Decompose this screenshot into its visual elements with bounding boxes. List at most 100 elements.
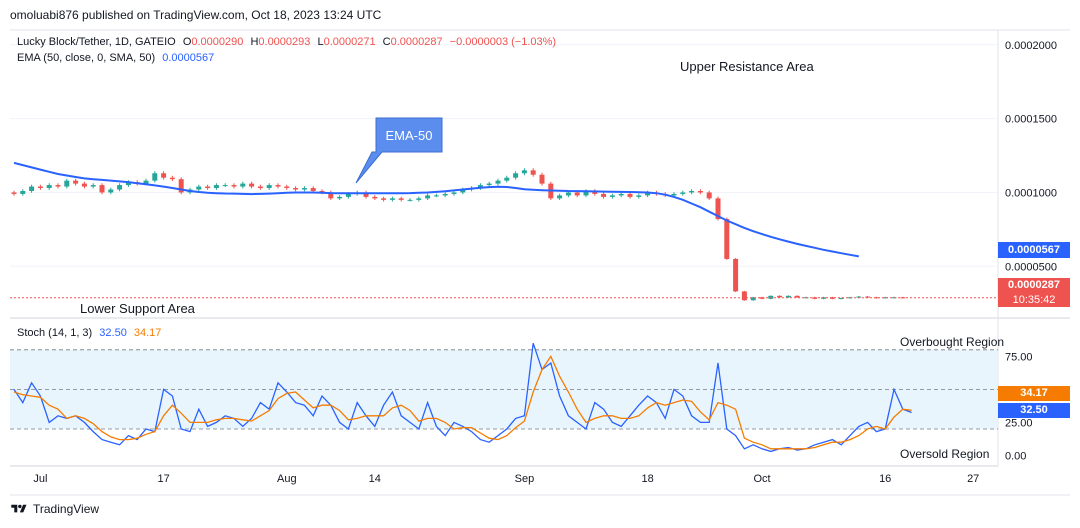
candle-body [486, 183, 492, 186]
stoch-k-value: 32.50 [99, 327, 127, 339]
candle-body [530, 170, 536, 175]
ohlc-values: O0.0000290 H0.0000293 L0.0000271 C0.0000… [182, 36, 557, 48]
candle-body [231, 185, 237, 187]
candle-body [29, 186, 35, 191]
candle-body [865, 296, 871, 298]
candle-body [671, 193, 677, 196]
time-tick-label: 17 [157, 473, 169, 485]
candle-body [785, 295, 791, 298]
candle-body [592, 190, 598, 194]
candlestick-series [11, 168, 906, 301]
symbol-label: Lucky Block/Tether, 1D, GATEIO [17, 36, 176, 48]
candle-body [117, 185, 123, 190]
candle-body [618, 193, 624, 196]
upper-resistance-label: Upper Resistance Area [680, 59, 814, 74]
candle-body [557, 195, 563, 199]
candle-body [55, 185, 61, 187]
candle-body [161, 173, 167, 178]
candle-body [601, 193, 607, 197]
candle-body [389, 198, 395, 200]
candle-body [521, 170, 527, 174]
candle-body [574, 192, 580, 196]
candle-body [284, 186, 290, 189]
main-legend[interactable]: Lucky Block/Tether, 1D, GATEIO O0.000029… [17, 36, 564, 48]
candle-body [777, 295, 783, 298]
ema-callout: EMA-50 [355, 117, 443, 184]
candle-body [90, 185, 96, 187]
stoch-d-value: 34.17 [133, 327, 162, 339]
candle-body [301, 188, 307, 190]
candle-body [345, 193, 351, 197]
candle-body [425, 195, 431, 199]
candle-body [46, 185, 52, 189]
stoch-tick-label: 25.00 [1005, 417, 1033, 429]
candle-body [645, 192, 651, 196]
tradingview-brand[interactable]: TradingView [10, 502, 99, 516]
candle-body [565, 192, 571, 196]
time-tick-label: 16 [879, 473, 891, 485]
candle-body [328, 192, 334, 199]
candle-body [539, 174, 545, 184]
stoch-band [10, 349, 998, 430]
candle-body [627, 193, 633, 197]
stoch-legend-label: Stoch (14, 1, 3) [17, 327, 93, 339]
time-tick-label: Sep [515, 473, 535, 485]
price-tick-label: 0.0000500 [1005, 261, 1057, 273]
candle-body [706, 192, 712, 199]
price-tick-label: 0.0001000 [1005, 187, 1057, 199]
price-grid [10, 44, 998, 267]
candle-body [125, 182, 131, 186]
candle-body [213, 185, 219, 189]
price-tick-label: 0.0002000 [1005, 40, 1057, 52]
price-tick-label: 0.0001500 [1005, 114, 1057, 126]
time-axis: Jul 17 Aug 14 Sep 18 Oct 16 27 [33, 473, 979, 485]
candle-body [433, 195, 439, 197]
candle-body [477, 185, 483, 189]
candle-body [504, 177, 510, 181]
candle-body [275, 185, 281, 187]
candle-body [64, 180, 70, 187]
ema-50-line [13, 161, 859, 258]
time-tick-label: 18 [641, 473, 653, 485]
candle-body [680, 192, 686, 194]
oversold-label: Oversold Region [900, 447, 989, 461]
candle-body [697, 190, 703, 193]
time-tick-label: 14 [369, 473, 381, 485]
candle-body [794, 295, 800, 298]
candle-body [724, 219, 730, 259]
stoch-legend[interactable]: Stoch (14, 1, 3) 32.50 34.17 [17, 327, 165, 339]
tradingview-logo-icon [11, 504, 27, 513]
candle-body [398, 198, 404, 200]
candle-body [363, 192, 369, 197]
candle-body [609, 195, 615, 197]
candle-body [178, 179, 184, 193]
candle-body [196, 186, 202, 190]
ema-callout-label: EMA-50 [386, 128, 433, 143]
candle-body [249, 183, 255, 187]
candle-body [495, 180, 501, 184]
stoch-k-tag: 32.50 [998, 403, 1070, 418]
candle-body [856, 296, 862, 298]
overbought-label: Overbought Region [900, 335, 1004, 349]
time-tick-label: Aug [277, 473, 297, 485]
stoch-tick-label: 75.00 [1005, 351, 1033, 363]
candle-body [73, 180, 79, 184]
candle-body [460, 189, 466, 193]
candle-body [636, 195, 642, 197]
stoch-tick-label: 0.00 [1005, 450, 1026, 462]
lower-support-label: Lower Support Area [80, 301, 196, 316]
candle-body [81, 183, 87, 187]
time-tick-label: Jul [33, 473, 47, 485]
stoch-d-tag: 34.17 [998, 386, 1070, 401]
candle-body [583, 190, 589, 196]
candle-body [689, 190, 695, 193]
candle-body [416, 198, 422, 200]
candle-body [108, 189, 114, 193]
ema-legend[interactable]: EMA (50, close, 0, SMA, 50) 0.0000567 [17, 52, 218, 64]
candle-body [733, 258, 739, 292]
stoch-k-line [13, 342, 912, 453]
candle-body [882, 297, 888, 299]
candle-body [372, 196, 378, 199]
time-tick-label: 27 [967, 473, 979, 485]
